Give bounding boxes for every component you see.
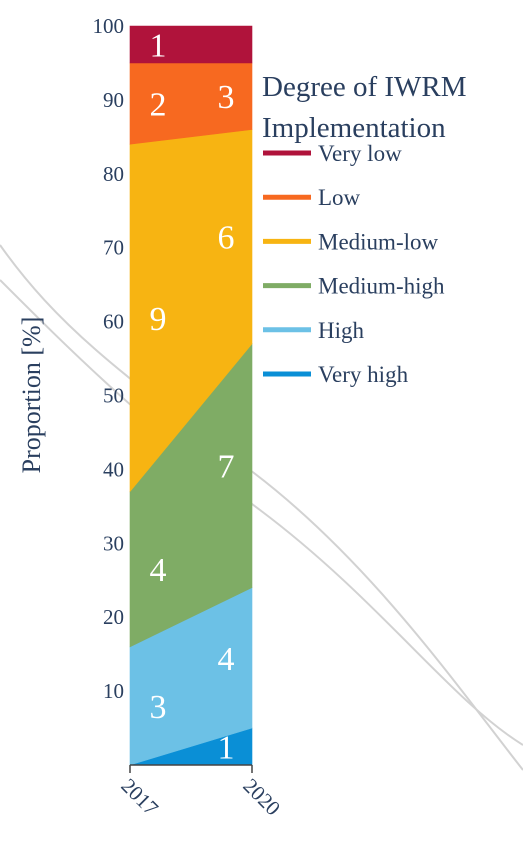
legend-item-high: High: [318, 318, 365, 343]
segment-label-medium-high-2020: 7: [218, 449, 235, 486]
y-axis-label: Proportion [%]: [17, 317, 46, 474]
legend-item-low: Low: [318, 185, 361, 210]
segment-label-medium-low-2017: 9: [150, 301, 167, 338]
legend: Degree of IWRM Implementation Very low Lo…: [262, 71, 467, 387]
y-tick-label-20: 20: [103, 605, 124, 629]
area-layers: [129, 25, 253, 766]
segment-label-medium-low-2020: 6: [218, 220, 235, 257]
y-tick-label-70: 70: [103, 236, 124, 260]
y-axis: 10 20 30 40 50 60 70 80 90 100: [93, 14, 125, 703]
legend-item-very-low: Very low: [318, 141, 402, 166]
y-tick-label-30: 30: [103, 531, 124, 555]
y-tick-label-90: 90: [103, 88, 124, 112]
y-tick-label-80: 80: [103, 162, 124, 186]
segment-label-very-low-2017: 1: [150, 27, 167, 64]
y-tick-label-10: 10: [103, 679, 124, 703]
legend-item-medium-low: Medium-low: [318, 229, 438, 254]
segment-label-low-2017: 2: [150, 87, 167, 124]
y-tick-label-50: 50: [103, 384, 124, 408]
legend-title-line-1: Degree of IWRM: [262, 71, 467, 103]
y-tick-label-60: 60: [103, 310, 124, 334]
background-curves: [0, 244, 523, 771]
x-tick-label-2020: 2020: [238, 774, 285, 821]
segment-labels: 1 3 4 4 7 9 6 2 3 1: [150, 27, 235, 766]
area-very-low: [129, 25, 253, 64]
segment-label-very-high-2020: 1: [218, 730, 235, 767]
y-tick-label-40: 40: [103, 457, 124, 481]
segment-label-medium-high-2017: 4: [150, 552, 167, 589]
x-axis: 2017 2020: [116, 764, 285, 821]
segment-label-high-2020: 4: [218, 641, 235, 678]
segment-label-high-2017: 3: [150, 689, 167, 726]
y-tick-label-100: 100: [93, 14, 125, 38]
legend-item-medium-high: Medium-high: [318, 274, 445, 299]
legend-item-very-high: Very high: [318, 362, 409, 387]
legend-title-line-2: Implementation: [262, 112, 446, 144]
segment-label-low-2020: 3: [218, 79, 235, 116]
x-tick-label-2017: 2017: [116, 774, 163, 821]
